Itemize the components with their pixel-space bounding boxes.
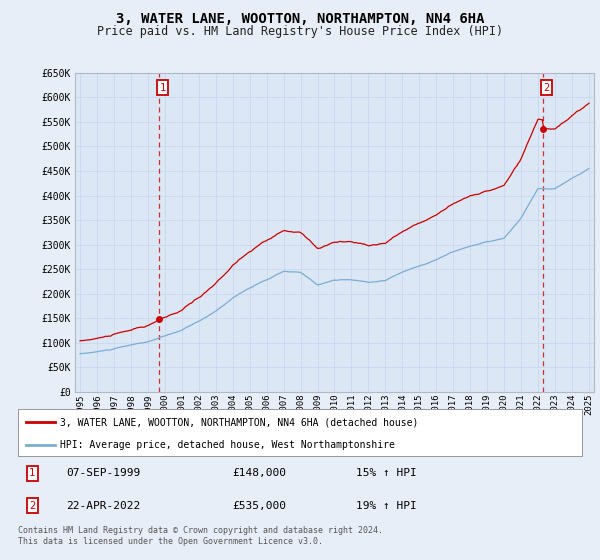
Text: Price paid vs. HM Land Registry's House Price Index (HPI): Price paid vs. HM Land Registry's House …	[97, 25, 503, 38]
Text: £148,000: £148,000	[232, 468, 286, 478]
Text: 1: 1	[29, 468, 35, 478]
Text: 3, WATER LANE, WOOTTON, NORTHAMPTON, NN4 6HA: 3, WATER LANE, WOOTTON, NORTHAMPTON, NN4…	[116, 12, 484, 26]
Text: 15% ↑ HPI: 15% ↑ HPI	[356, 468, 417, 478]
Text: 19% ↑ HPI: 19% ↑ HPI	[356, 501, 417, 511]
Text: 07-SEP-1999: 07-SEP-1999	[66, 468, 140, 478]
Text: 1: 1	[159, 82, 166, 92]
Text: 3, WATER LANE, WOOTTON, NORTHAMPTON, NN4 6HA (detached house): 3, WATER LANE, WOOTTON, NORTHAMPTON, NN4…	[60, 417, 419, 427]
Text: £535,000: £535,000	[232, 501, 286, 511]
Text: Contains HM Land Registry data © Crown copyright and database right 2024.
This d: Contains HM Land Registry data © Crown c…	[18, 526, 383, 546]
Text: 2: 2	[29, 501, 35, 511]
Text: 22-APR-2022: 22-APR-2022	[66, 501, 140, 511]
Text: HPI: Average price, detached house, West Northamptonshire: HPI: Average price, detached house, West…	[60, 440, 395, 450]
Text: 2: 2	[544, 82, 550, 92]
